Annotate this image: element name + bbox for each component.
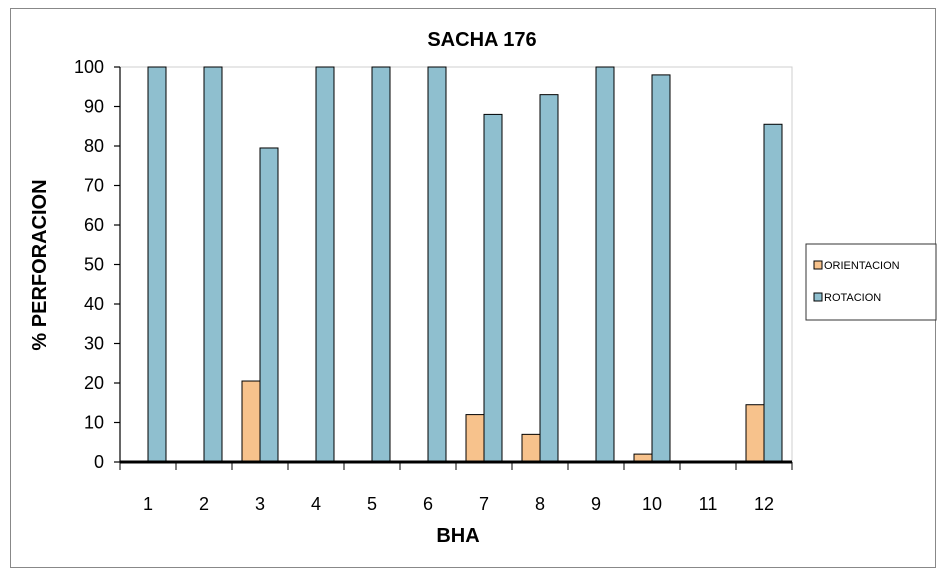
bar-orientacion-7 xyxy=(465,414,485,463)
bar-rotacion-8 xyxy=(539,94,559,463)
chart-title: SACHA 176 xyxy=(427,29,536,51)
bar-rotacion-12 xyxy=(763,123,783,463)
y-tick-label: 90 xyxy=(84,97,104,117)
x-tick-label: 2 xyxy=(199,494,209,514)
bar-rotacion-3 xyxy=(259,147,279,463)
y-tick-label: 40 xyxy=(84,294,104,314)
legend-label-orientacion: ORIENTACION xyxy=(824,260,900,272)
x-tick-label: 11 xyxy=(699,494,718,514)
x-tick-label: 5 xyxy=(367,494,377,514)
bar-orientacion-8 xyxy=(521,433,541,463)
x-tick-label: 12 xyxy=(754,494,774,514)
y-tick-label: 30 xyxy=(84,334,104,354)
bar-rotacion-7 xyxy=(483,113,503,463)
legend-box xyxy=(805,243,937,321)
x-tick-label: 6 xyxy=(423,494,433,514)
bar-rotacion-1 xyxy=(147,66,167,463)
bar-rotacion-5 xyxy=(371,66,391,463)
legend: ORIENTACION ROTACION xyxy=(805,243,937,321)
x-tick-label: 7 xyxy=(479,494,489,514)
x-axis-title: BHA xyxy=(436,525,479,547)
x-tick-label: 10 xyxy=(642,494,662,514)
bar-orientacion-12 xyxy=(745,404,765,463)
y-tick-label: 60 xyxy=(84,215,104,235)
legend-swatch-rotacion xyxy=(813,292,823,302)
bar-rotacion-10 xyxy=(651,74,671,463)
x-tick-label: 1 xyxy=(143,494,153,514)
x-tick-label: 4 xyxy=(311,494,321,514)
x-tick-label: 9 xyxy=(591,494,601,514)
y-tick-label: 80 xyxy=(84,136,104,156)
bar-rotacion-9 xyxy=(595,66,615,463)
x-tick-label: 3 xyxy=(255,494,265,514)
bar-rotacion-2 xyxy=(203,66,223,463)
y-tick-label: 20 xyxy=(84,373,104,393)
x-tick-label: 8 xyxy=(535,494,545,514)
y-tick-label: 10 xyxy=(84,413,104,433)
bar-rotacion-6 xyxy=(427,66,447,463)
y-tick-label: 0 xyxy=(94,452,104,472)
y-axis-title: % PERFORACION xyxy=(29,179,51,350)
legend-swatch-orientacion xyxy=(813,260,823,270)
y-tick-label: 70 xyxy=(84,176,104,196)
y-tick-label: 100 xyxy=(74,57,104,77)
bar-rotacion-4 xyxy=(315,66,335,463)
bar-orientacion-3 xyxy=(241,380,261,463)
legend-label-rotacion: ROTACION xyxy=(824,292,881,304)
y-tick-label: 50 xyxy=(84,255,104,275)
